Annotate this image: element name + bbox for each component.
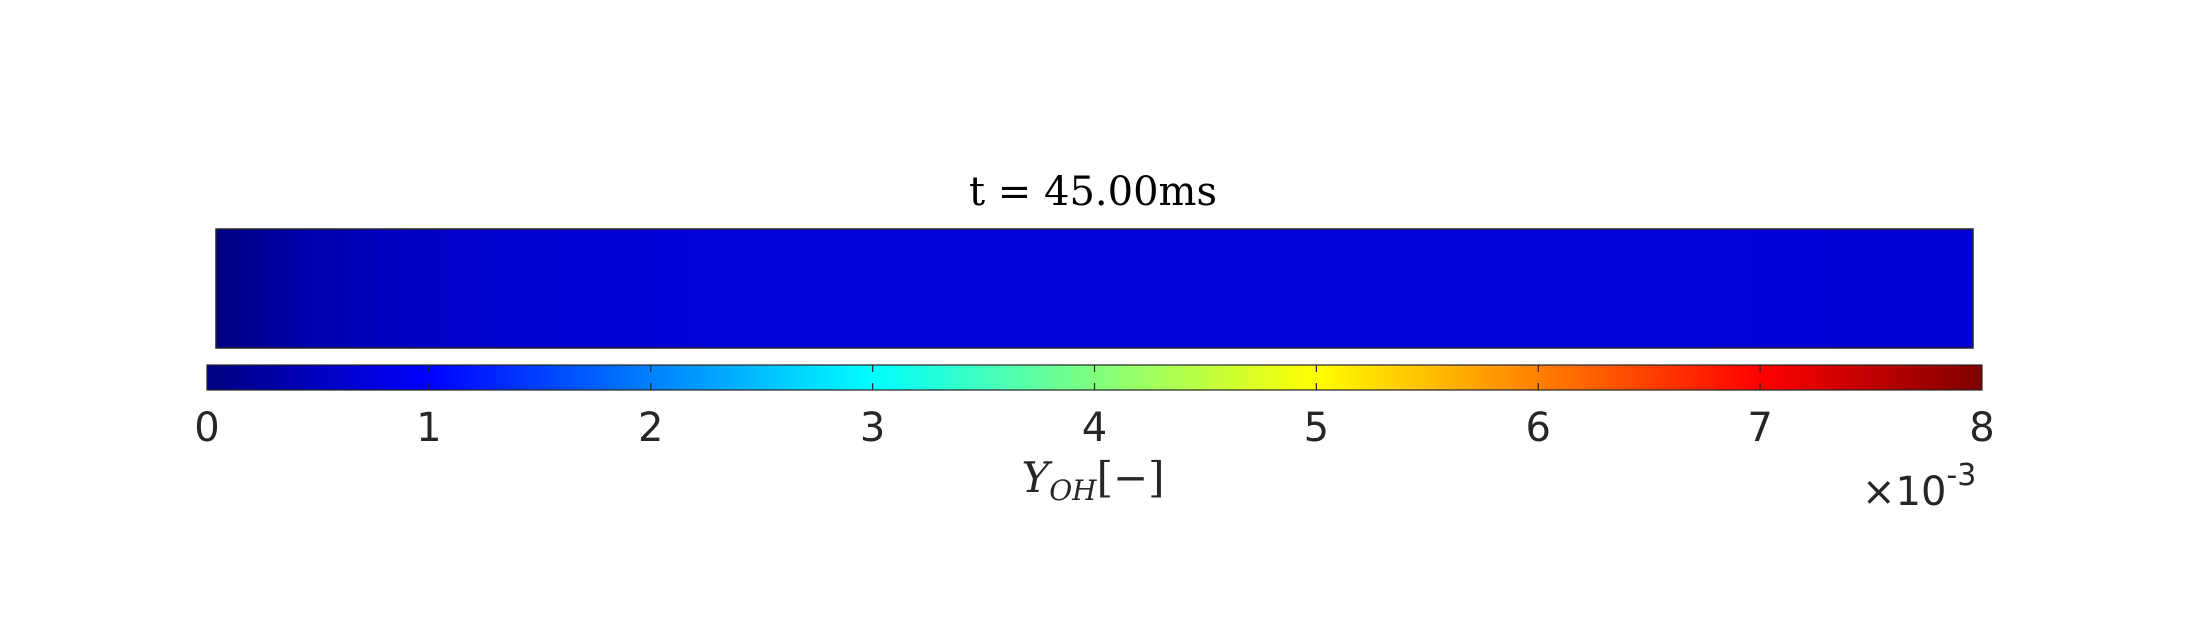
colorbar-tick-label: 5 [1304,405,1329,451]
colorbar-tick-label: 1 [416,405,441,451]
colorbar-tick-label: 6 [1526,405,1551,451]
colorbar-tick-label: 7 [1747,405,1772,451]
colorbar-tick-label: 8 [1969,405,1994,451]
colorbar-tick-label: 0 [194,405,219,451]
colorbar-ticks: 0 1 2 3 4 5 6 7 8 [194,365,1995,451]
chart-title: t = 45.00ms [969,169,1217,215]
multiplier-exponent: -3 [1946,458,1976,493]
colorbar-tick-label: 2 [638,405,663,451]
colorbar-label: YOH[−] [1021,453,1164,507]
multiplier-base: ×10 [1862,469,1946,515]
field-image [215,228,1974,349]
colorbar-label-main: Y [1021,453,1053,502]
colorbar-label-sub: OH [1049,474,1097,507]
colorbar-tick-label: 3 [860,405,885,451]
colorbar-tick-label: 4 [1082,405,1107,451]
colorbar-label-unit: [−] [1097,453,1165,502]
colorbar-multiplier: ×10-3 [1862,458,1976,515]
